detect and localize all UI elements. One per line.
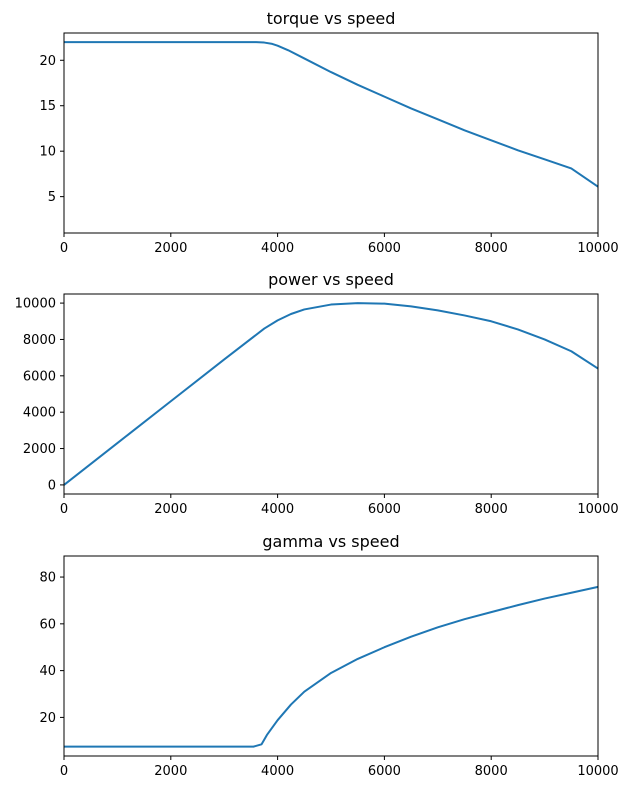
series-line (64, 41, 599, 188)
x-tick-label: 0 (60, 502, 68, 517)
x-tick-label: 6000 (368, 241, 401, 256)
y-tick-label: 0 (48, 478, 56, 493)
x-tick-label: 4000 (261, 241, 294, 256)
x-tick-label: 6000 (368, 502, 401, 517)
plot-frame (63, 293, 599, 495)
y-tick-label: 20 (39, 711, 56, 726)
chart-panel-1: torque vs speed 0 2000 4000 6000 8000 10000 5 10… (39, 9, 618, 256)
y-tick-label: 60 (39, 617, 56, 632)
chart-title: torque vs speed (267, 9, 396, 28)
x-tick-label: 0 (60, 241, 68, 256)
x-tick-label: 10000 (577, 241, 618, 256)
chart-panel-3: gamma vs speed 0 2000 4000 6000 8000 10000 20 40… (39, 532, 618, 779)
x-tick-label: 4000 (261, 502, 294, 517)
x-tick-label: 10000 (577, 502, 618, 517)
chart-title: power vs speed (268, 270, 394, 289)
x-tick-label: 2000 (154, 241, 187, 256)
y-tick-label: 15 (39, 99, 56, 114)
x-tick-label: 8000 (475, 241, 508, 256)
x-tick-label: 0 (60, 764, 68, 779)
x-tick-label: 10000 (577, 764, 618, 779)
x-tick-label: 4000 (261, 764, 294, 779)
y-tick-label: 80 (39, 571, 56, 586)
y-tick-label: 2000 (23, 442, 56, 457)
x-tick-label: 8000 (475, 764, 508, 779)
x-tick-label: 6000 (368, 764, 401, 779)
chart-panel-2: power vs speed 0 2000 4000 6000 8000 10000 0 200… (15, 270, 619, 517)
series-line (64, 585, 599, 748)
y-tick-label: 8000 (23, 333, 56, 348)
y-tick-label: 5 (48, 190, 56, 205)
x-tick-label: 2000 (154, 764, 187, 779)
plot-frame (63, 32, 599, 234)
series-line (63, 302, 599, 486)
chart-title: gamma vs speed (262, 532, 399, 551)
y-tick-label: 10 (39, 145, 56, 160)
plot-frame (63, 555, 599, 757)
y-tick-label: 40 (39, 664, 56, 679)
x-tick-label: 8000 (475, 502, 508, 517)
y-tick-label: 10000 (15, 297, 56, 312)
x-tick-label: 2000 (154, 502, 187, 517)
y-tick-label: 4000 (23, 406, 56, 421)
y-tick-label: 20 (39, 54, 56, 69)
y-tick-label: 6000 (23, 369, 56, 384)
